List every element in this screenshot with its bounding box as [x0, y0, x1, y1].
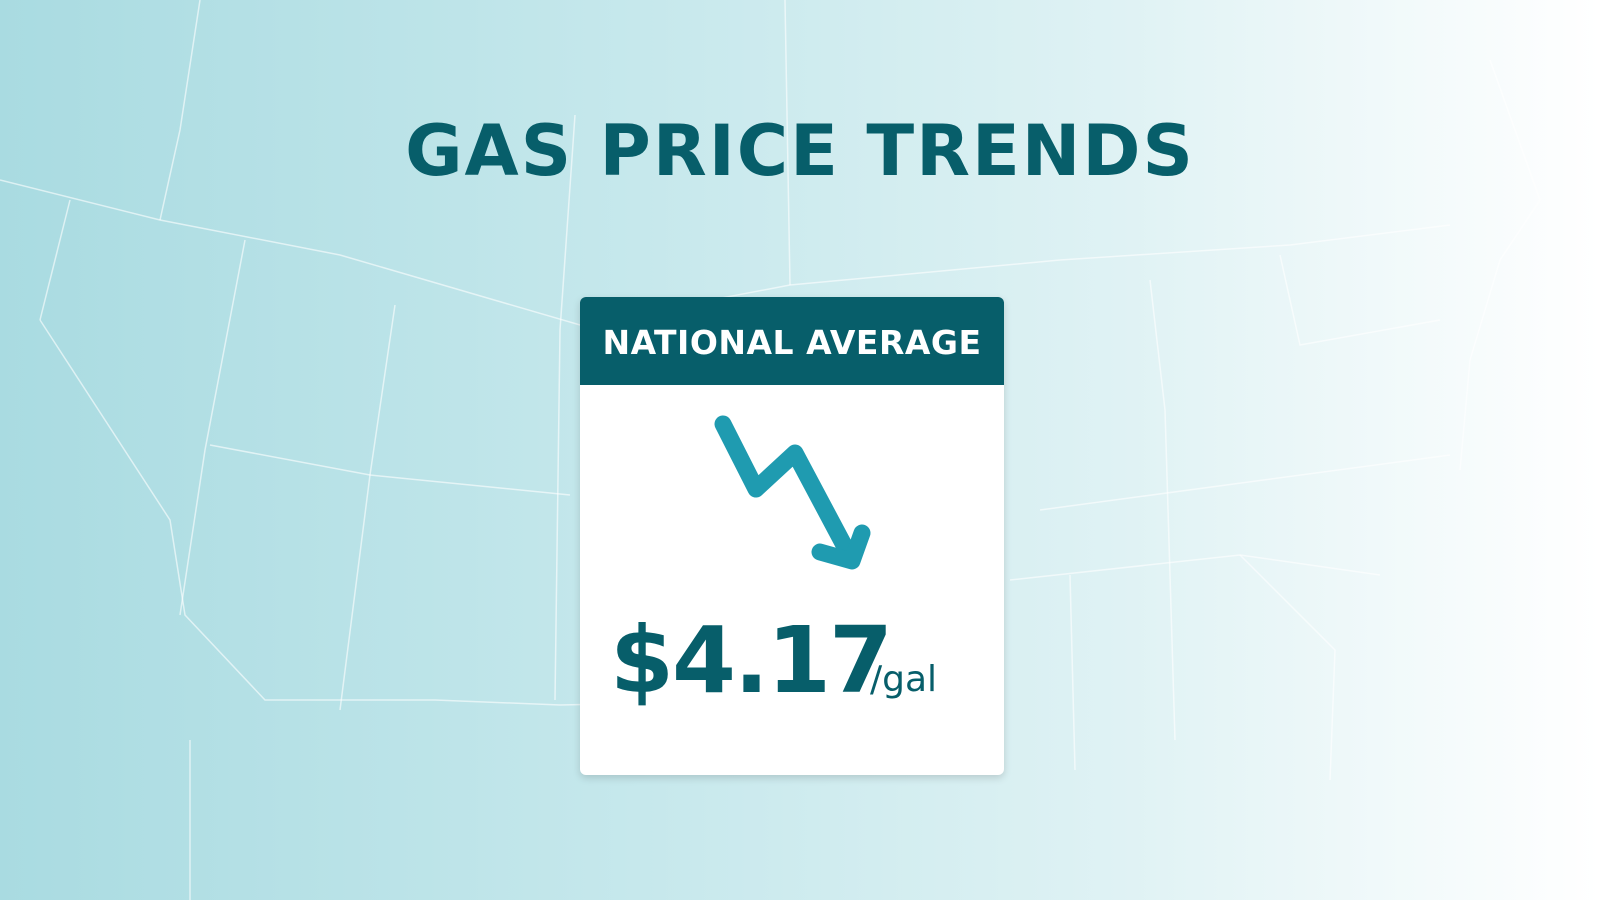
- down-trend-arrow: [714, 415, 871, 570]
- title: GAS PRICE TRENDS: [405, 110, 1195, 192]
- price-card: NATIONAL AVERAGE $4.17 /gal: [580, 297, 1004, 775]
- card-header: NATIONAL AVERAGE: [580, 297, 1004, 385]
- price-unit: /gal: [870, 659, 938, 700]
- price: $4.17: [610, 607, 893, 714]
